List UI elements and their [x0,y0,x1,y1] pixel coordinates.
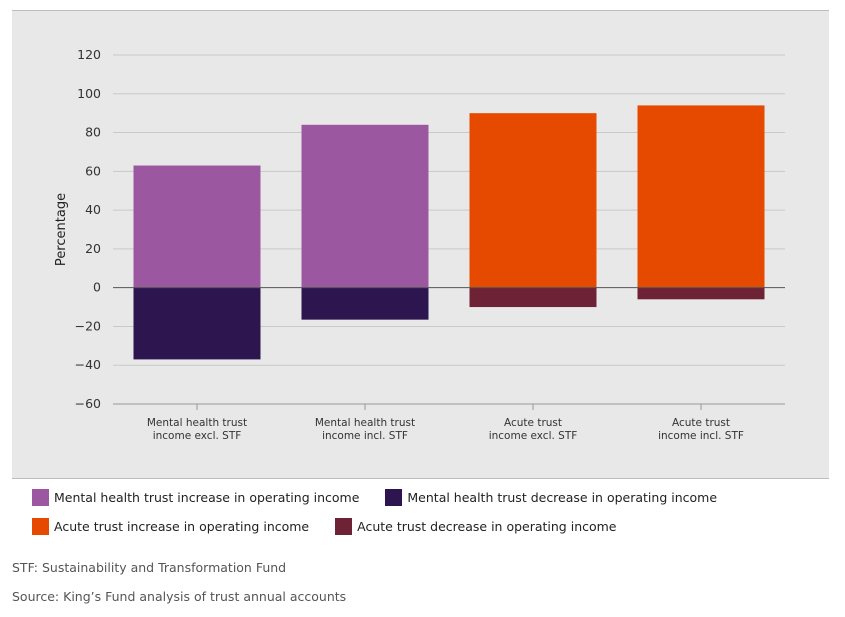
legend-row-2: Acute trust increase in operating income… [32,517,812,535]
legend-swatch-acute-decrease [335,517,353,535]
legend-swatch-mh-increase [32,488,49,506]
x-tick-label-0-line1: income excl. STF [153,430,242,442]
bar-series0-cat1 [301,124,429,288]
legend-label-mh-increase: Mental health trust increase in operatin… [54,489,360,505]
y-tick-label-7: −20 [75,318,101,333]
x-tick-label-1-line1: income incl. STF [322,430,408,442]
y-tick-label-5: 20 [85,241,101,256]
legend-label-acute-increase: Acute trust increase in operating income [54,518,310,534]
legend-item-mh-decrease: Mental health trust decrease in operatin… [385,488,718,506]
bar-chart: 120 100 80 60 40 20 0 −20 −40 −60 Mental health tr… [54,47,785,442]
legend-item-mh-increase: Mental health trust increase in operatin… [32,488,360,506]
legend-swatch-acute-increase [32,517,49,535]
y-tick-label-9: −60 [75,396,101,411]
legend-row-1: Mental health trust increase in operatin… [32,488,812,506]
y-tick-label-0: 120 [77,47,101,62]
x-tick-label-2-line0: Acute trust [504,417,562,429]
legend-swatch-mh-decrease [385,488,403,506]
chart-panel: 120 100 80 60 40 20 0 −20 −40 −60 Mental health tr… [12,10,829,479]
bar-series3-cat2 [469,287,597,308]
legend: Mental health trust increase in operatin… [32,488,812,546]
y-tick-label-3: 60 [85,163,101,178]
y-tick-label-4: 40 [85,202,101,217]
x-tick-label-1-line0: Mental health trust [315,417,415,429]
footnote-stf: STF: Sustainability and Transformation F… [12,560,287,575]
bar-series2-cat2 [469,113,597,288]
y-tick-label-2: 80 [85,125,101,140]
legend-item-acute-decrease: Acute trust decrease in operating income [335,517,617,535]
y-tick-label-6: 0 [93,280,101,295]
x-tick-label-3-line1: income incl. STF [658,430,744,442]
legend-label-mh-decrease: Mental health trust decrease in operatin… [407,489,718,505]
x-tick-label-3-line0: Acute trust [672,417,730,429]
bar-series3-cat3 [637,287,765,300]
legend-item-acute-increase: Acute trust increase in operating income [32,517,310,535]
footnote-source: Source: King’s Fund analysis of trust an… [12,589,347,604]
y-tick-label-8: −40 [75,357,101,372]
bar-series1-cat0 [133,287,261,360]
bar-series1-cat1 [301,287,429,320]
y-axis-title: Percentage [54,193,69,266]
legend-label-acute-decrease: Acute trust decrease in operating income [357,518,617,534]
x-tick-label-0-line0: Mental health trust [147,417,247,429]
x-tick-label-2-line1: income excl. STF [489,430,578,442]
y-tick-label-1: 100 [77,86,101,101]
bar-series0-cat0 [133,165,261,288]
bar-series2-cat3 [637,105,765,288]
